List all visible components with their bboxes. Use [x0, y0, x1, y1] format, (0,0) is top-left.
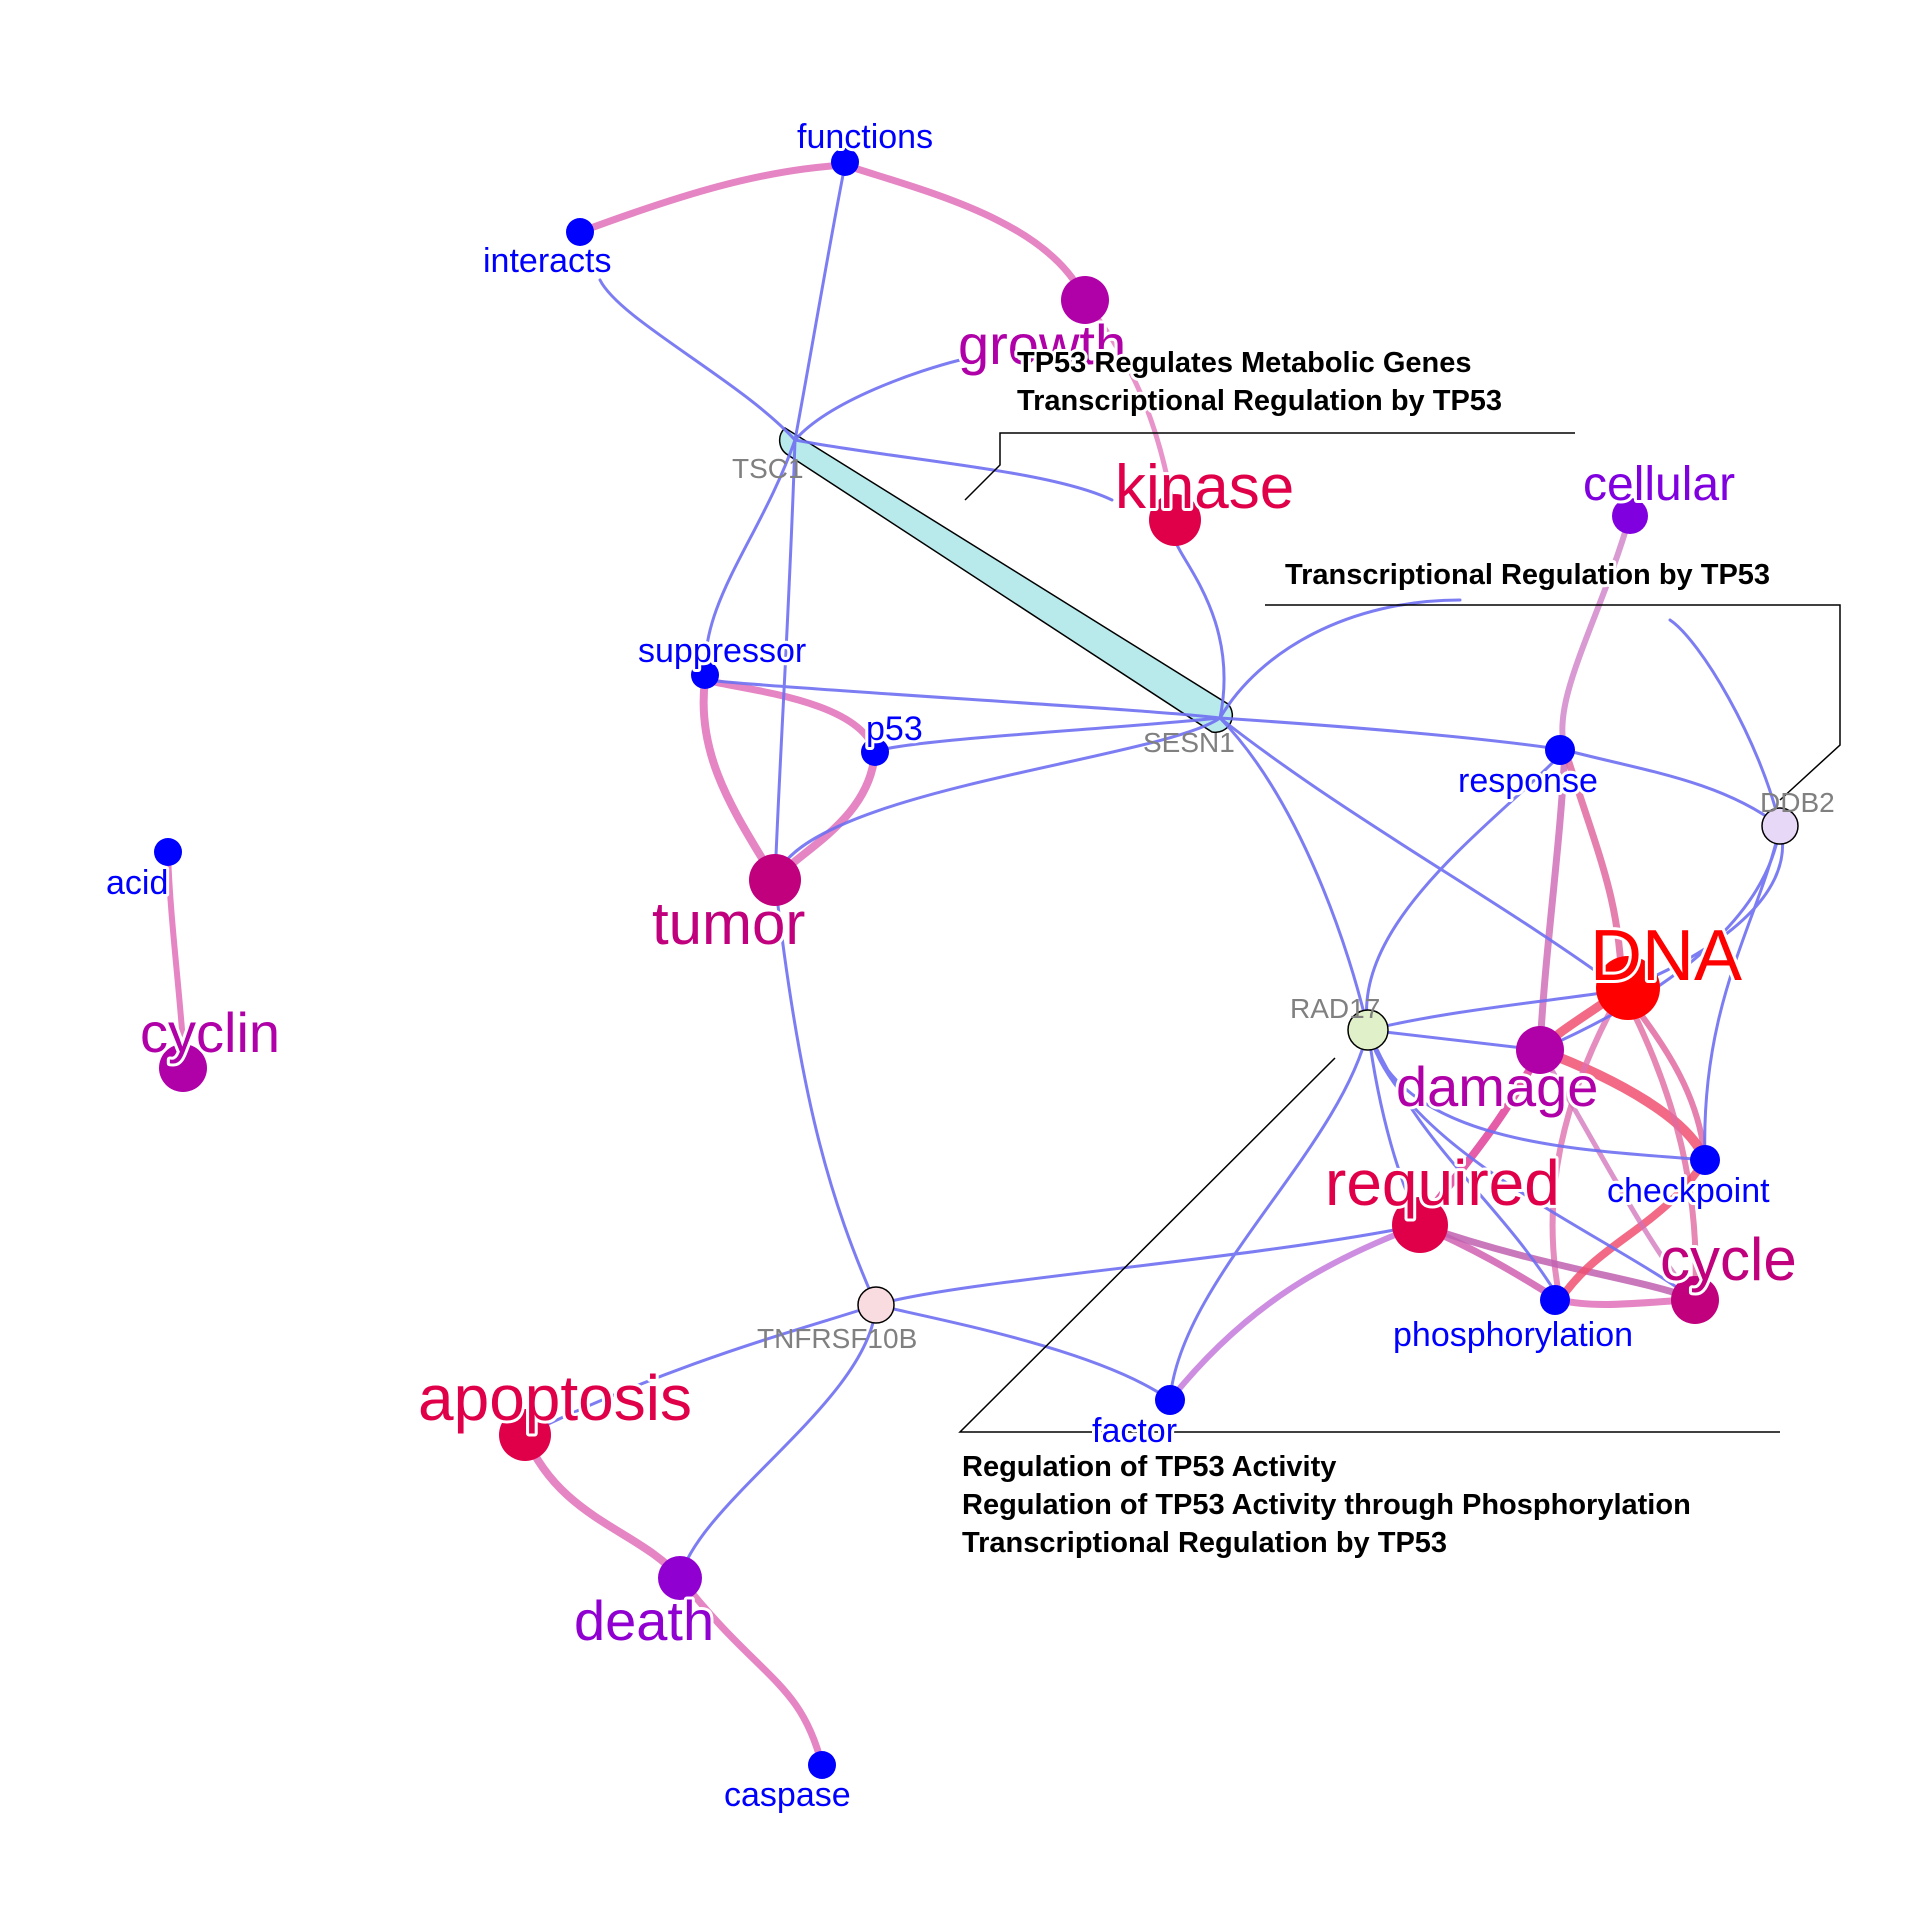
gene-nodes — [857, 807, 1799, 1324]
node-response — [1545, 735, 1575, 765]
label-p53: p53 — [866, 710, 923, 748]
word-nodes — [154, 148, 1720, 1779]
node-tnfrsf10b — [857, 1286, 895, 1324]
node-acid — [154, 838, 182, 866]
label-tsc1: TSC1 — [732, 453, 804, 484]
annotation-tsc1-sesn1-line2: Transcriptional Regulation by TP53 — [1017, 385, 1502, 417]
label-ddb2: DDB2 — [1760, 787, 1835, 818]
node-interacts — [566, 218, 594, 246]
label-phosphorylation: phosphorylation — [1393, 1316, 1633, 1354]
label-tumor: tumor — [652, 890, 805, 957]
node-checkpoint — [1690, 1145, 1720, 1175]
node-suppressor — [691, 661, 719, 689]
node-apoptosis — [499, 1409, 551, 1461]
label-kinase: kinase — [1115, 453, 1294, 522]
node-tumor — [749, 854, 801, 906]
node-caspase — [808, 1751, 836, 1779]
label-death: death — [574, 1589, 714, 1652]
label-interacts: interacts — [483, 242, 612, 280]
label-tnfrsf10b: TNFRSF10B — [757, 1323, 917, 1354]
label-acid: acid — [106, 864, 168, 902]
gene-labels: TSC1 SESN1 DDB2 RAD17 TNFRSF10B — [732, 453, 1835, 1354]
node-required — [1392, 1197, 1448, 1253]
annotation-rad17-line1: Regulation of TP53 Activity — [962, 1451, 1336, 1483]
label-cycle: cycle — [1660, 1226, 1797, 1293]
annotation-rad17-line3: Transcriptional Regulation by TP53 — [962, 1527, 1447, 1559]
label-rad17: RAD17 — [1290, 993, 1380, 1024]
label-cellular: cellular — [1583, 458, 1735, 511]
edges — [165, 161, 1784, 1769]
label-growth: growth — [958, 313, 1126, 376]
node-dna — [1596, 956, 1660, 1020]
node-death — [658, 1556, 702, 1600]
node-cycle — [1671, 1276, 1719, 1324]
label-caspase: caspase — [724, 1776, 851, 1814]
label-checkpoint: checkpoint — [1607, 1172, 1770, 1210]
word-labels: functions interacts growth kinase cellul… — [103, 115, 1800, 1817]
node-phosphorylation — [1540, 1285, 1570, 1315]
node-damage — [1516, 1026, 1564, 1074]
annotation-ddb2-line1: Transcriptional Regulation by TP53 — [1285, 559, 1770, 591]
label-suppressor: suppressor — [638, 632, 806, 670]
label-dna: DNA — [1590, 916, 1742, 996]
node-kinase — [1149, 494, 1201, 546]
node-functions — [831, 148, 859, 176]
annotation-lines — [958, 432, 1841, 1433]
label-apoptosis: apoptosis — [418, 1362, 692, 1434]
label-required: required — [1325, 1147, 1560, 1219]
label-damage: damage — [1396, 1055, 1598, 1118]
node-factor — [1155, 1385, 1185, 1415]
label-functions: functions — [797, 118, 933, 156]
node-ddb2 — [1761, 807, 1799, 845]
label-response: response — [1458, 762, 1598, 800]
node-p53 — [861, 738, 889, 766]
annotation-tsc1-sesn1-line1: TP53 Regulates Metabolic Genes — [1017, 347, 1471, 379]
annotation-rad17-line2: Regulation of TP53 Activity through Phos… — [962, 1489, 1691, 1521]
node-rad17 — [1347, 1009, 1389, 1051]
label-cyclin: cyclin — [140, 1001, 280, 1064]
node-cellular — [1612, 498, 1648, 534]
tsc1-sesn1-highlight — [778, 427, 1234, 734]
label-factor: factor — [1092, 1412, 1177, 1450]
annotations: TP53 Regulates Metabolic Genes Transcrip… — [959, 344, 1773, 1562]
label-sesn1: SESN1 — [1143, 727, 1235, 758]
node-growth — [1061, 276, 1109, 324]
node-cyclin — [159, 1044, 207, 1092]
